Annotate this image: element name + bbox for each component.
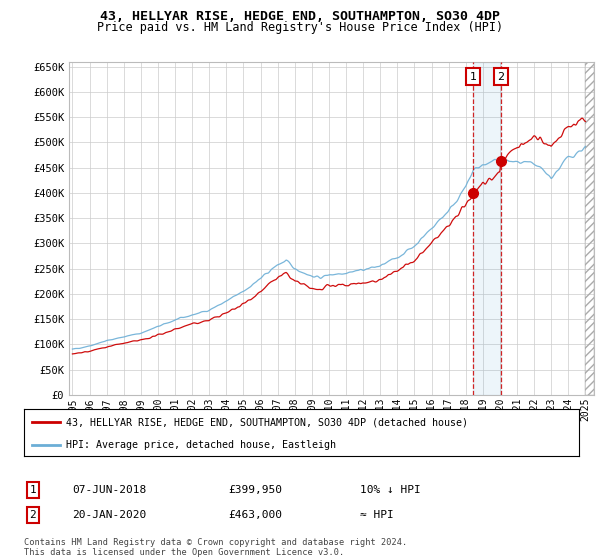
Text: £399,950: £399,950 [228, 485, 282, 495]
Text: £463,000: £463,000 [228, 510, 282, 520]
Text: Contains HM Land Registry data © Crown copyright and database right 2024.
This d: Contains HM Land Registry data © Crown c… [24, 538, 407, 557]
Text: 20-JAN-2020: 20-JAN-2020 [72, 510, 146, 520]
Text: HPI: Average price, detached house, Eastleigh: HPI: Average price, detached house, East… [65, 440, 335, 450]
Text: 1: 1 [29, 485, 37, 495]
Text: ≈ HPI: ≈ HPI [360, 510, 394, 520]
Text: 2: 2 [29, 510, 37, 520]
Bar [473, 62, 501, 395]
Text: 07-JUN-2018: 07-JUN-2018 [72, 485, 146, 495]
Text: 1: 1 [470, 72, 477, 82]
Text: 10% ↓ HPI: 10% ↓ HPI [360, 485, 421, 495]
Text: 2: 2 [497, 72, 505, 82]
Text: 43, HELLYAR RISE, HEDGE END, SOUTHAMPTON, SO30 4DP (detached house): 43, HELLYAR RISE, HEDGE END, SOUTHAMPTON… [65, 417, 467, 427]
Text: 43, HELLYAR RISE, HEDGE END, SOUTHAMPTON, SO30 4DP: 43, HELLYAR RISE, HEDGE END, SOUTHAMPTON… [100, 10, 500, 23]
Text: Price paid vs. HM Land Registry's House Price Index (HPI): Price paid vs. HM Land Registry's House … [97, 21, 503, 34]
